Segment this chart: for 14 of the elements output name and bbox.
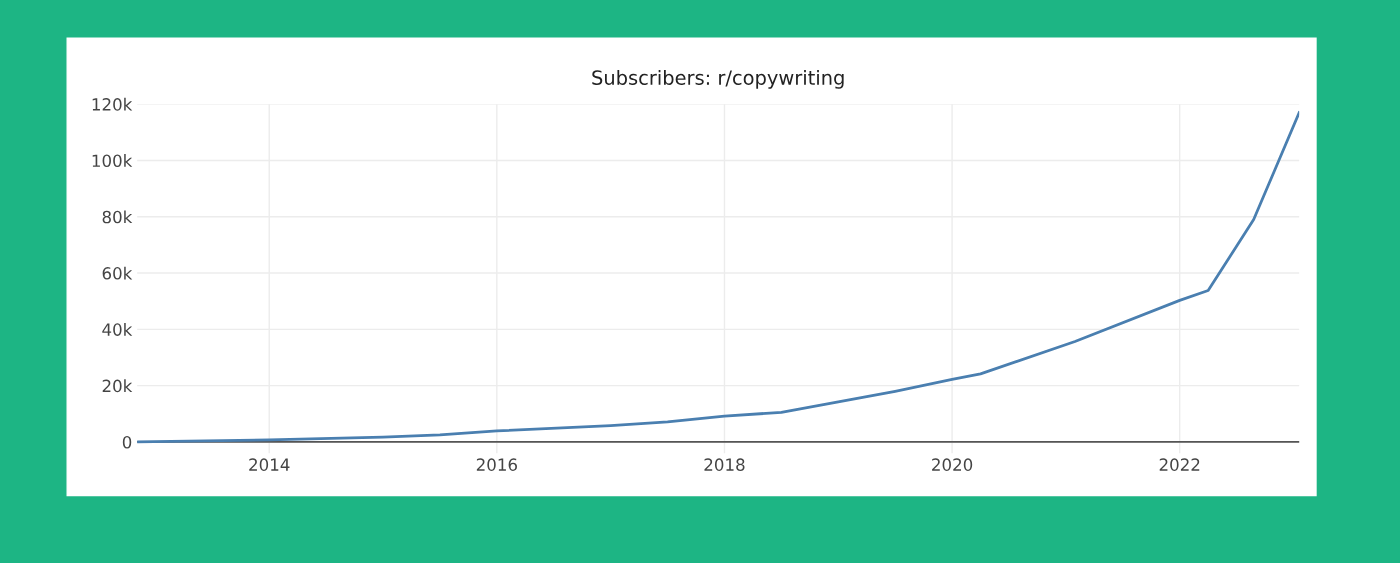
y-tick-label: 40k — [102, 323, 133, 336]
x-tick-label: 2018 — [704, 458, 745, 471]
line-series — [137, 111, 1300, 444]
y-tick-label: 0 — [122, 435, 132, 449]
y-tick-label: 80k — [102, 210, 133, 224]
x-tick-label: 2022 — [1159, 458, 1200, 471]
x-tick-label: 2014 — [249, 458, 290, 471]
y-tick-label: 20k — [102, 379, 133, 393]
x-tick-label: 2016 — [476, 458, 517, 471]
y-tick-label: 60k — [102, 266, 133, 280]
x-tick-label: 2020 — [932, 458, 973, 471]
chart-title: Subscribers: r/copywriting — [592, 69, 844, 89]
y-tick-label: 100k — [92, 154, 133, 168]
y-tick-label: 120k — [92, 97, 133, 111]
